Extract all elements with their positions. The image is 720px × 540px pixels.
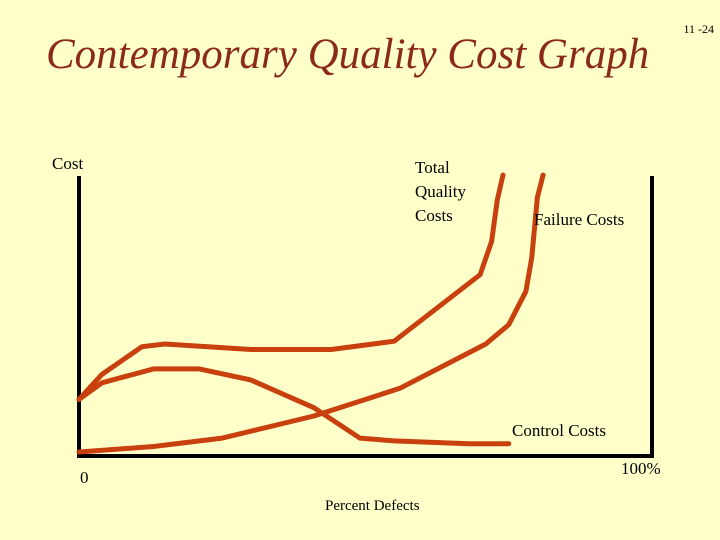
x-axis-label: Percent Defects [325,498,420,514]
total-quality-costs-label: Total Quality Costs [415,156,466,228]
x-tick-label-0: 0 [80,468,89,487]
control-costs-line [76,366,512,447]
y-axis-label: Cost [52,154,84,173]
total-label-line-1: Total [415,158,450,177]
total-label-line-2: Quality [415,182,466,201]
slide-number: 11 -24 [683,22,714,36]
series-layer [76,172,546,455]
failure-costs-line [76,172,546,455]
failure-costs-label: Failure Costs [534,210,625,229]
control-costs-label: Control Costs [512,421,606,440]
x-tick-label-100: 100% [621,459,661,478]
slide-title: Contemporary Quality Cost Graph [46,31,650,78]
total-quality-costs-line [76,172,506,402]
total-label-line-3: Costs [415,206,453,225]
